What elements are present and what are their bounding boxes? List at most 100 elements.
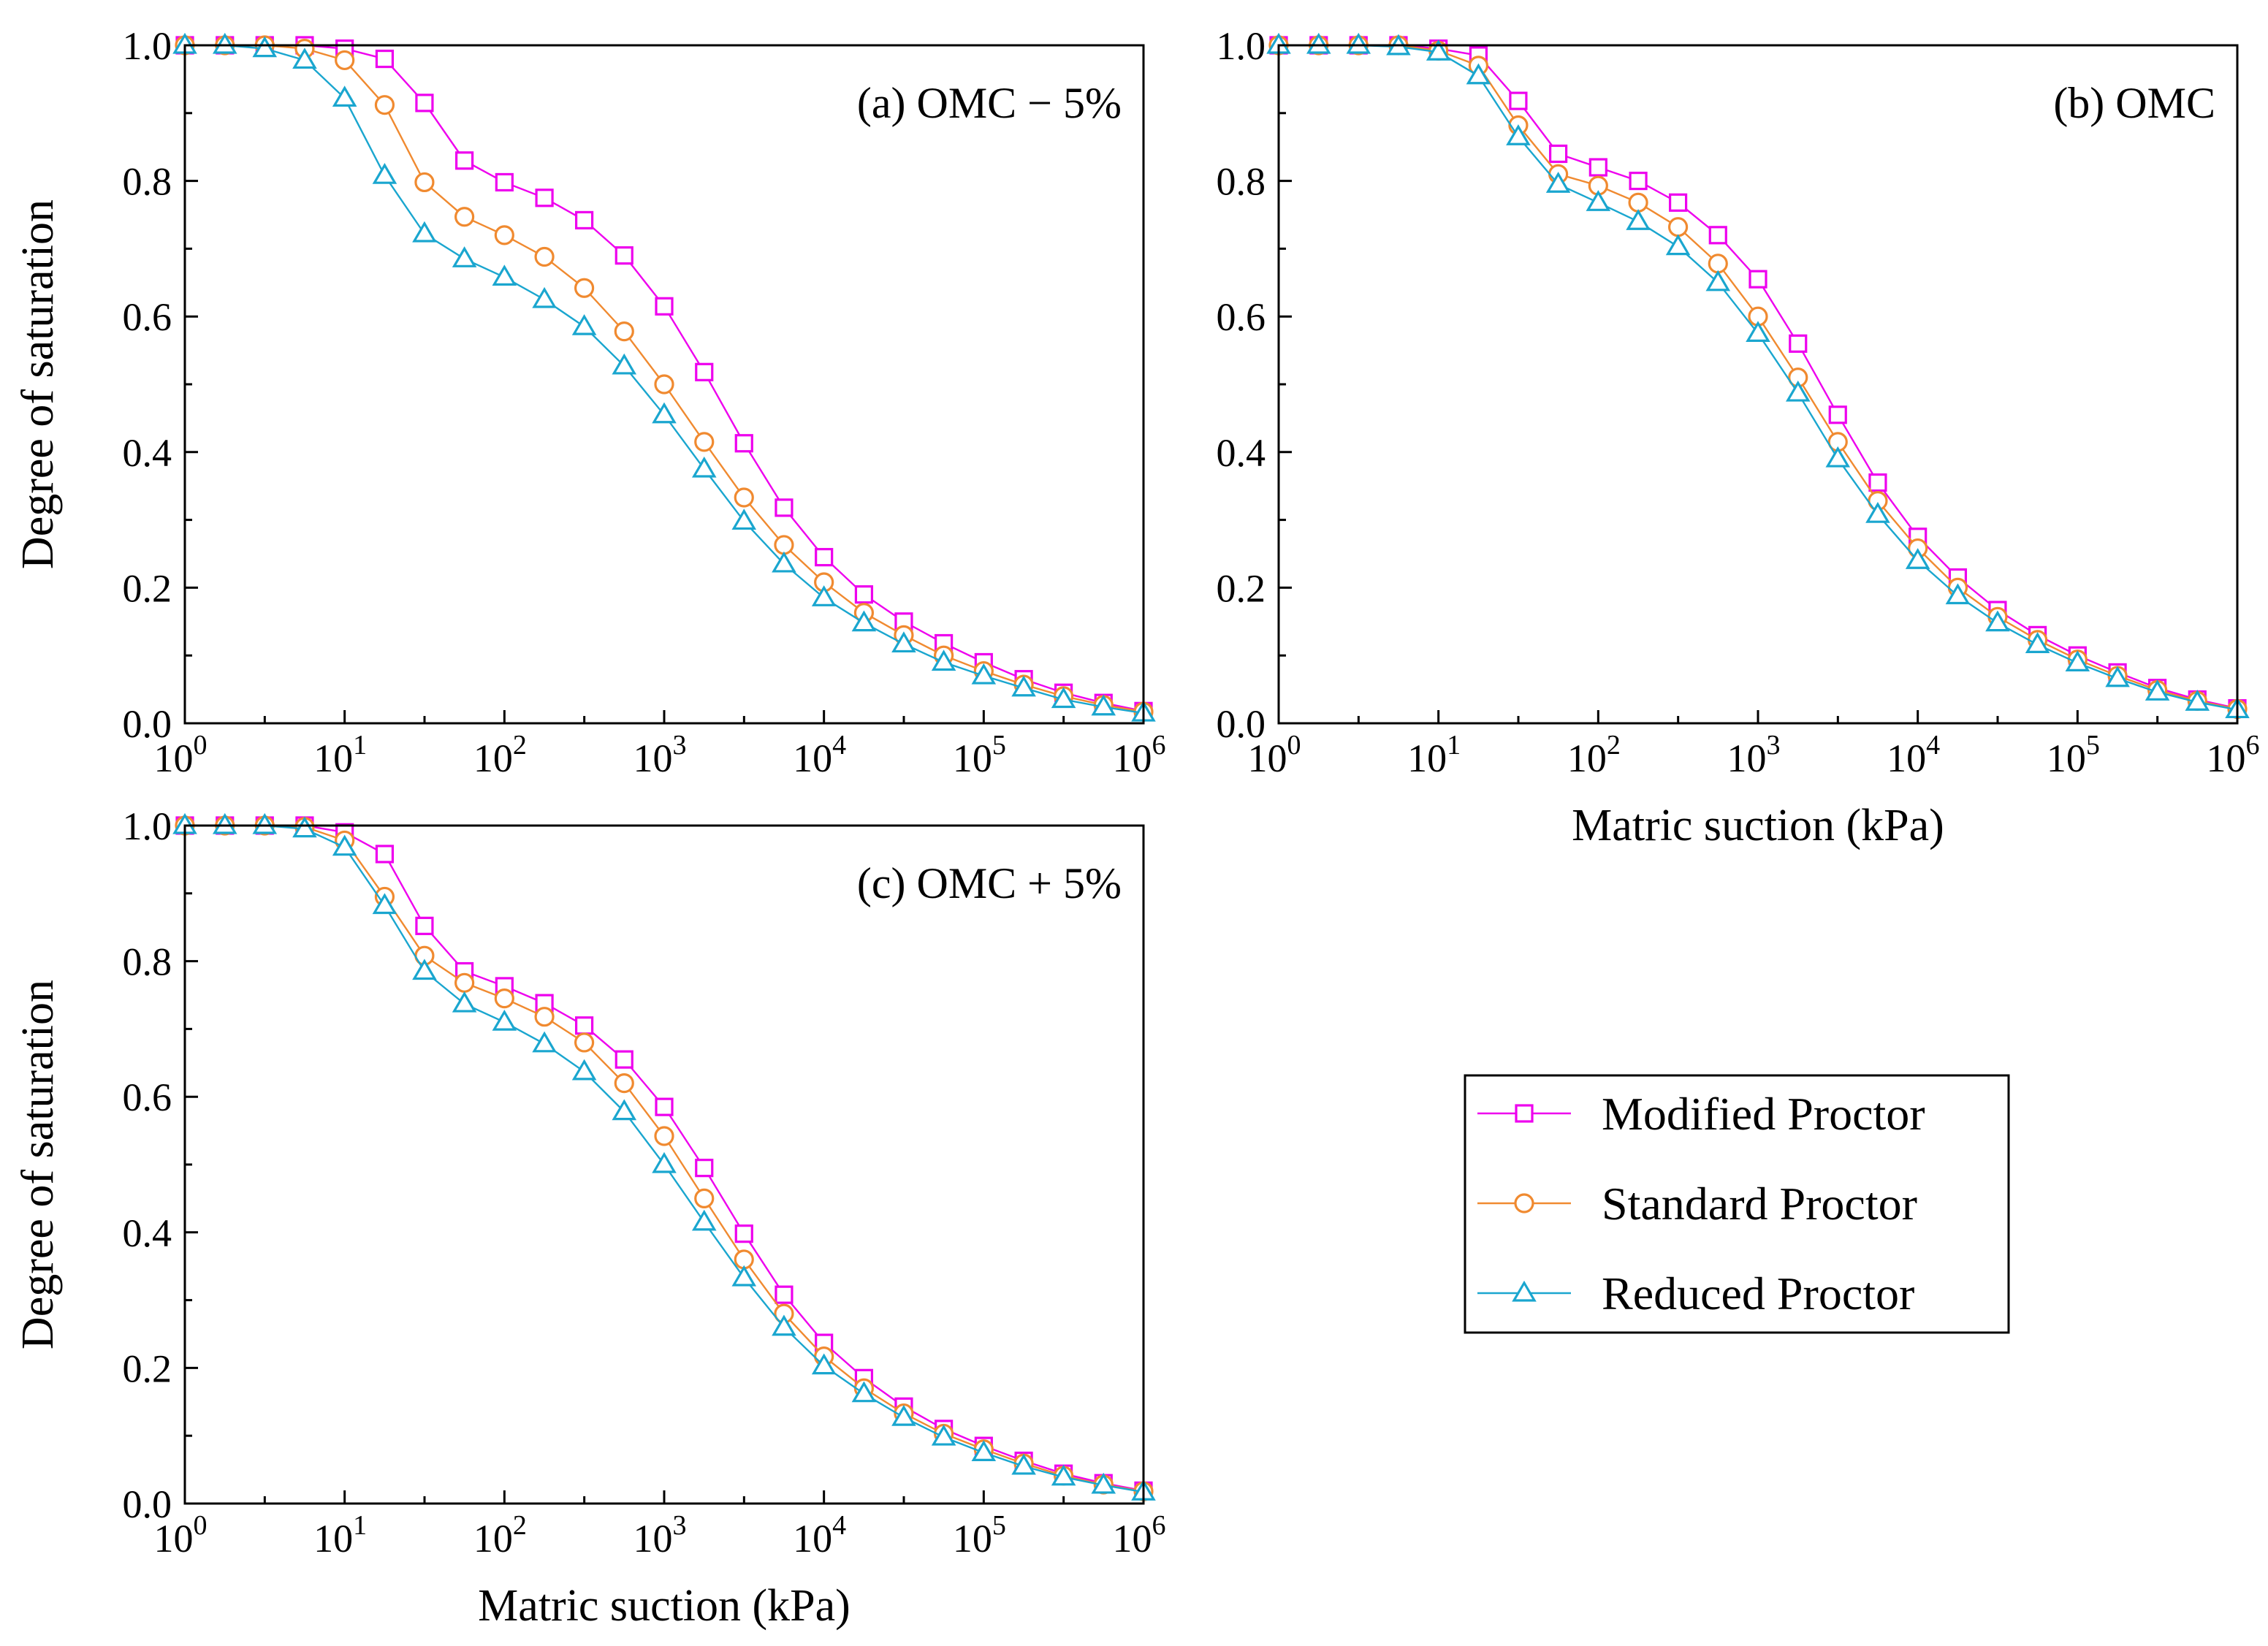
x-tick-label: 100 — [154, 730, 208, 780]
panel-c: 100 101 102 103 104 105 106 0.0 0.2 0.4 0.6 0.8 1.0 (… — [13, 804, 1166, 1631]
data-point — [494, 988, 514, 1009]
y-tick-label: 0.0 — [1217, 702, 1266, 746]
data-point — [734, 434, 753, 453]
data-point — [734, 487, 754, 508]
x-tick-label: 100 — [1248, 730, 1301, 780]
data-point — [574, 278, 595, 298]
y-tick-label: 0.4 — [1217, 431, 1266, 475]
data-point — [612, 353, 637, 375]
data-point — [811, 1353, 837, 1375]
x-tick-label: 106 — [1113, 730, 1166, 780]
y-tick-label: 0.8 — [1217, 160, 1266, 204]
data-point — [571, 1059, 597, 1081]
data-point — [1629, 172, 1648, 191]
data-point — [931, 1424, 956, 1446]
legend-marker — [1514, 1193, 1534, 1213]
data-point — [891, 1404, 916, 1426]
data-point — [1306, 32, 1331, 54]
x-tick-label: 104 — [793, 730, 846, 780]
data-point — [1051, 1464, 1076, 1486]
data-point — [574, 210, 594, 230]
data-point — [375, 845, 395, 864]
data-point — [455, 151, 474, 170]
data-point — [731, 1265, 757, 1287]
data-point — [372, 163, 397, 184]
data-point — [1506, 124, 1531, 145]
series-line — [1279, 44, 2238, 709]
data-point — [1828, 405, 1847, 424]
y-tick-label: 0.6 — [123, 1075, 172, 1119]
data-point — [2105, 666, 2130, 687]
data-point — [854, 585, 874, 604]
data-point — [532, 1031, 557, 1053]
data-point — [1091, 1472, 1116, 1494]
data-point — [772, 551, 796, 573]
x-tick-label: 103 — [633, 1510, 687, 1561]
data-point — [492, 264, 517, 286]
data-point — [1708, 254, 1728, 274]
data-point — [1789, 334, 1808, 353]
data-point — [614, 246, 633, 265]
x-tick-label: 101 — [1407, 730, 1461, 780]
x-tick-label: 102 — [1567, 730, 1621, 780]
series-modified-proctor — [1269, 36, 2247, 718]
data-point — [655, 1097, 674, 1116]
data-point — [1426, 39, 1451, 61]
data-point — [372, 893, 397, 915]
panel-a: 100 101 102 103 104 105 106 0.0 0.2 0.4 0.6 0.8 1.0 (… — [13, 24, 1166, 780]
series-standard-proctor — [175, 35, 1154, 722]
data-point — [1586, 190, 1611, 211]
data-point — [1549, 144, 1568, 164]
data-point — [212, 32, 237, 54]
data-point — [1011, 675, 1036, 697]
data-point — [734, 1224, 753, 1243]
legend-item: Modified Proctor — [1477, 1088, 1925, 1140]
data-point — [1628, 192, 1648, 213]
data-point — [415, 94, 434, 113]
data-point — [452, 246, 477, 267]
x-tick-label: 105 — [2047, 730, 2100, 780]
x-tick-label: 106 — [1113, 1510, 1166, 1561]
data-point — [652, 1151, 677, 1173]
data-point — [412, 221, 437, 243]
data-point — [1466, 63, 1491, 85]
x-tick-label: 102 — [473, 1510, 527, 1561]
data-point — [691, 1209, 717, 1231]
series-line — [1279, 44, 2238, 710]
data-point — [775, 1285, 794, 1304]
legend-label: Standard Proctor — [1602, 1178, 1917, 1230]
data-point — [614, 1073, 634, 1094]
data-point — [332, 834, 357, 856]
panel-title: (c) OMC + 5% — [857, 859, 1122, 907]
data-point — [1545, 172, 1571, 193]
x-tick-label: 101 — [313, 730, 367, 780]
data-point — [452, 991, 477, 1013]
data-point — [691, 456, 717, 478]
data-point — [774, 535, 794, 555]
data-point — [454, 972, 475, 993]
panel-title: (a) OMC − 5% — [857, 79, 1122, 127]
x-tick-label: 104 — [793, 1510, 846, 1561]
data-point — [574, 1032, 595, 1053]
data-point — [851, 1381, 877, 1403]
y-tick-label: 1.0 — [123, 24, 172, 68]
data-point — [571, 313, 597, 335]
y-tick-label: 0.6 — [123, 295, 172, 339]
y-tick-label: 0.2 — [123, 566, 172, 610]
data-point — [614, 321, 634, 342]
data-point — [811, 585, 837, 606]
data-point — [612, 1099, 637, 1121]
data-point — [775, 498, 794, 517]
data-point — [694, 432, 715, 452]
y-tick-label: 0.8 — [123, 160, 172, 204]
legend-item: Reduced Proctor — [1477, 1268, 1914, 1319]
data-point — [815, 548, 834, 567]
series-standard-proctor — [1268, 35, 2248, 720]
data-point — [971, 1440, 997, 1462]
data-point — [574, 1016, 594, 1035]
data-point — [695, 362, 714, 381]
data-point — [1905, 548, 1930, 569]
legend-label: Reduced Proctor — [1602, 1268, 1914, 1319]
data-point — [931, 649, 956, 671]
data-point — [1668, 193, 1688, 212]
